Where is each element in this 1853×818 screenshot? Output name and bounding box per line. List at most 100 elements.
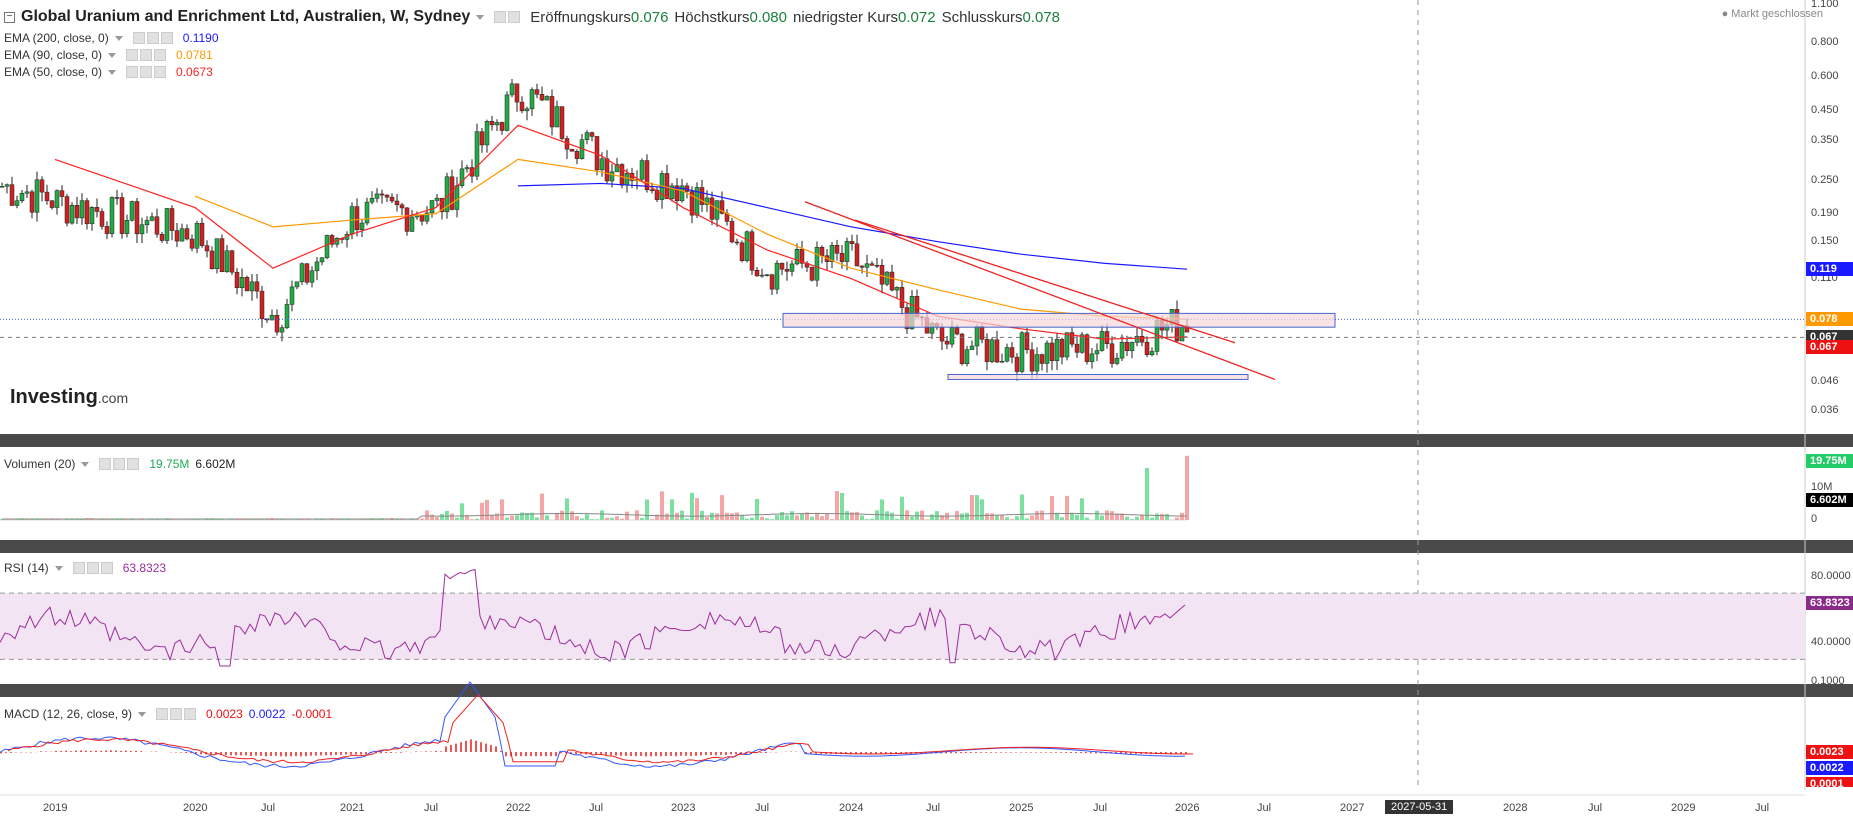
volume-label: Volumen (20) — [4, 457, 76, 471]
eye-icon[interactable] — [494, 11, 507, 23]
macd-histogram-bar — [485, 743, 487, 752]
candle-body — [944, 340, 950, 345]
candle-body — [844, 241, 850, 262]
macd-histogram-bar — [175, 752, 177, 753]
volume-controls[interactable] — [99, 458, 140, 470]
crosshair-date-label: 2027-05-31 — [1385, 800, 1454, 814]
volume-tag: 19.75M — [1806, 453, 1853, 468]
candle-body — [1109, 343, 1115, 364]
macd-histogram-bar — [330, 752, 332, 756]
ema90-controls[interactable] — [126, 49, 167, 61]
volume-bar — [815, 512, 819, 520]
macd-controls[interactable] — [156, 708, 197, 720]
price-tick-label: 0.350 — [1811, 134, 1839, 147]
volume-value-1: 19.75M — [149, 457, 190, 471]
candle-body — [889, 271, 895, 291]
series-controls[interactable] — [494, 11, 521, 23]
volume-bar — [765, 518, 769, 520]
ema200-controls[interactable] — [132, 32, 173, 44]
macd-histogram-bar — [730, 752, 732, 755]
ema50-controls[interactable] — [126, 66, 167, 78]
candle-body — [1044, 342, 1050, 364]
candle-body — [689, 191, 695, 216]
macd-histogram-bar — [570, 752, 572, 754]
candle-body — [1129, 342, 1135, 352]
ema-line — [194, 158, 1188, 320]
ema90-legend[interactable]: EMA (90, close, 0) 0.0781 — [4, 48, 213, 62]
rsi-legend[interactable]: RSI (14) 63.8323 — [4, 561, 166, 575]
time-tick-label: 2022 — [506, 802, 531, 814]
volume-bar — [440, 513, 444, 520]
macd-histogram-bar — [530, 752, 532, 757]
candle-body — [1079, 334, 1085, 353]
time-tick-label: 2027 — [1340, 802, 1365, 814]
candle-body — [399, 204, 405, 209]
time-tick-label: 2020 — [183, 802, 208, 814]
macd-histogram-bar — [685, 752, 687, 756]
time-tick-label: 2028 — [1503, 802, 1528, 814]
candle-body — [214, 238, 220, 270]
candle-body — [19, 192, 25, 202]
volume-tick-label: 0 — [1811, 513, 1818, 525]
price-tag: 0.067 — [1806, 339, 1853, 354]
candle-body — [539, 94, 545, 101]
ema-line — [517, 182, 1188, 270]
macd-value-3: -0.0001 — [291, 707, 333, 721]
volume-bar — [745, 518, 749, 520]
volume-bar — [515, 515, 519, 520]
chevron-down-icon[interactable] — [108, 52, 117, 58]
chevron-down-icon[interactable] — [108, 69, 117, 75]
candle-body — [184, 228, 190, 240]
collapse-icon[interactable]: − — [4, 11, 15, 23]
candle-body — [239, 277, 245, 288]
volume-legend[interactable]: Volumen (20) 19.75M 6.602M — [4, 457, 235, 471]
candle-body — [1064, 332, 1070, 358]
macd-histogram-bar — [360, 752, 362, 755]
chevron-down-icon[interactable] — [476, 14, 485, 20]
volume-bar — [1175, 517, 1179, 520]
candle-body — [354, 206, 360, 231]
macd-histogram-bar — [1055, 752, 1057, 753]
chevron-down-icon[interactable] — [138, 711, 147, 717]
candle-body — [434, 197, 440, 201]
volume-bar — [25, 519, 29, 520]
macd-histogram-bar — [1020, 752, 1022, 753]
macd-histogram-bar — [110, 750, 112, 752]
macd-histogram-bar — [100, 750, 102, 752]
chevron-down-icon[interactable] — [54, 565, 63, 571]
candle-body — [649, 189, 655, 192]
candle-body — [744, 231, 750, 262]
rsi-value: 63.8323 — [122, 561, 167, 575]
macd-histogram-bar — [820, 752, 822, 754]
macd-tick-label: 0.1000 — [1811, 675, 1845, 687]
gear-icon[interactable] — [508, 11, 521, 23]
candle-body — [369, 198, 375, 203]
macd-tag: 0.0023 — [1806, 745, 1853, 759]
candle-body — [654, 189, 660, 200]
candle-body — [879, 265, 885, 285]
candle-body — [1134, 335, 1140, 343]
chevron-down-icon[interactable] — [81, 461, 90, 467]
candle-body — [799, 248, 805, 264]
macd-histogram-bar — [855, 752, 857, 755]
candle-body — [1119, 341, 1125, 359]
macd-histogram-bar — [365, 752, 367, 755]
candle-body — [1089, 353, 1095, 362]
candle-body — [34, 179, 40, 213]
chevron-down-icon[interactable] — [114, 35, 123, 41]
macd-legend[interactable]: MACD (12, 26, close, 9) 0.0023 0.0022 -0… — [4, 707, 332, 721]
macd-histogram-bar — [10, 752, 12, 753]
volume-bar — [950, 519, 954, 520]
candle-body — [874, 265, 880, 267]
volume-bar — [220, 519, 224, 520]
candle-body — [294, 281, 300, 288]
candle-body — [84, 200, 90, 225]
volume-bar — [715, 513, 719, 520]
ema200-legend[interactable]: EMA (200, close, 0) 0.1190 — [4, 31, 219, 45]
rsi-controls[interactable] — [72, 562, 113, 574]
candle-body — [979, 326, 985, 340]
candle-body — [714, 200, 720, 220]
macd-histogram-bar — [895, 752, 897, 755]
ema50-legend[interactable]: EMA (50, close, 0) 0.0673 — [4, 65, 213, 79]
